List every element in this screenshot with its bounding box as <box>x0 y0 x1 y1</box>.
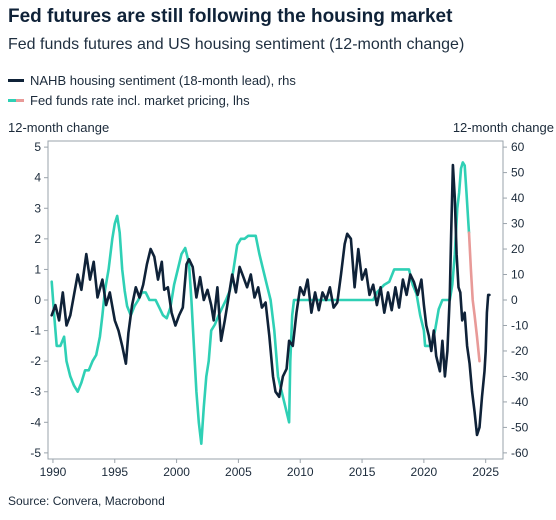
legend-item-fed-funds: Fed funds rate incl. market pricing, lhs <box>8 90 296 110</box>
legend-swatch-fed-funds <box>8 98 24 102</box>
y-axis-right-label: 12-month change <box>452 120 554 135</box>
y-right-tick-label: -50 <box>511 420 529 434</box>
y-axis-left-label: 12-month change <box>8 120 110 135</box>
y-right-tick-label: -60 <box>511 446 529 460</box>
x-tick-label: 2015 <box>349 465 376 479</box>
y-right-tick-label: 60 <box>511 140 525 154</box>
chart-legend: NAHB housing sentiment (18-month lead), … <box>8 70 296 110</box>
y-right-tick-label: 10 <box>511 268 525 282</box>
y-right-tick-label: -40 <box>511 395 529 409</box>
y-right-tick-label: 50 <box>511 166 525 180</box>
y-right-tick-label: 30 <box>511 217 525 231</box>
y-left-tick-label: 4 <box>34 171 41 185</box>
y-right-tick-label: -10 <box>511 318 529 332</box>
legend-label-fed-funds: Fed funds rate incl. market pricing, lhs <box>30 92 250 108</box>
legend-label-nahb: NAHB housing sentiment (18-month lead), … <box>30 72 296 88</box>
y-left-tick-label: -1 <box>30 324 41 338</box>
y-left-tick-label: 2 <box>34 232 41 246</box>
chart-subtitle: Fed funds futures and US housing sentime… <box>8 36 465 53</box>
y-right-tick-label: -20 <box>511 344 529 358</box>
chart-title: Fed futures are still following the hous… <box>8 6 453 27</box>
series-line-nahb <box>50 163 491 437</box>
chart-source: Source: Convera, Macrobond <box>8 494 165 508</box>
y-left-tick-label: 0 <box>34 293 41 307</box>
series-line-fed-funds-projection <box>467 231 481 363</box>
y-left-tick-label: -4 <box>30 415 41 429</box>
x-tick-label: 2025 <box>472 465 499 479</box>
y-left-tick-label: 3 <box>34 201 41 215</box>
x-tick-label: 2000 <box>163 465 190 479</box>
x-tick-label: 1990 <box>40 465 67 479</box>
y-left-tick-label: -3 <box>30 385 41 399</box>
plot-frame <box>47 140 504 460</box>
legend-item-nahb: NAHB housing sentiment (18-month lead), … <box>8 70 296 90</box>
x-tick-label: 2020 <box>411 465 438 479</box>
legend-swatch-nahb <box>8 78 24 82</box>
y-right-tick-label: 40 <box>511 191 525 205</box>
y-left-tick-label: -2 <box>30 354 41 368</box>
y-left-tick-label: 5 <box>34 140 41 154</box>
y-right-tick-label: 20 <box>511 242 525 256</box>
x-tick-label: 2010 <box>287 465 314 479</box>
x-tick-label: 1995 <box>101 465 128 479</box>
y-left-tick-label: -5 <box>30 446 41 460</box>
y-right-tick-label: -30 <box>511 369 529 383</box>
y-right-tick-label: 0 <box>511 293 518 307</box>
y-left-tick-label: 1 <box>34 262 41 276</box>
x-tick-label: 2005 <box>225 465 252 479</box>
